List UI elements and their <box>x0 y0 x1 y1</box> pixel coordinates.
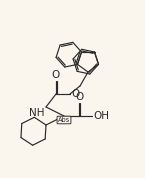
Text: O: O <box>76 92 84 102</box>
Text: Abs: Abs <box>58 117 70 123</box>
Text: O: O <box>52 69 60 80</box>
Text: OH: OH <box>93 111 109 121</box>
Text: NH: NH <box>29 108 45 118</box>
Text: O: O <box>71 89 79 99</box>
